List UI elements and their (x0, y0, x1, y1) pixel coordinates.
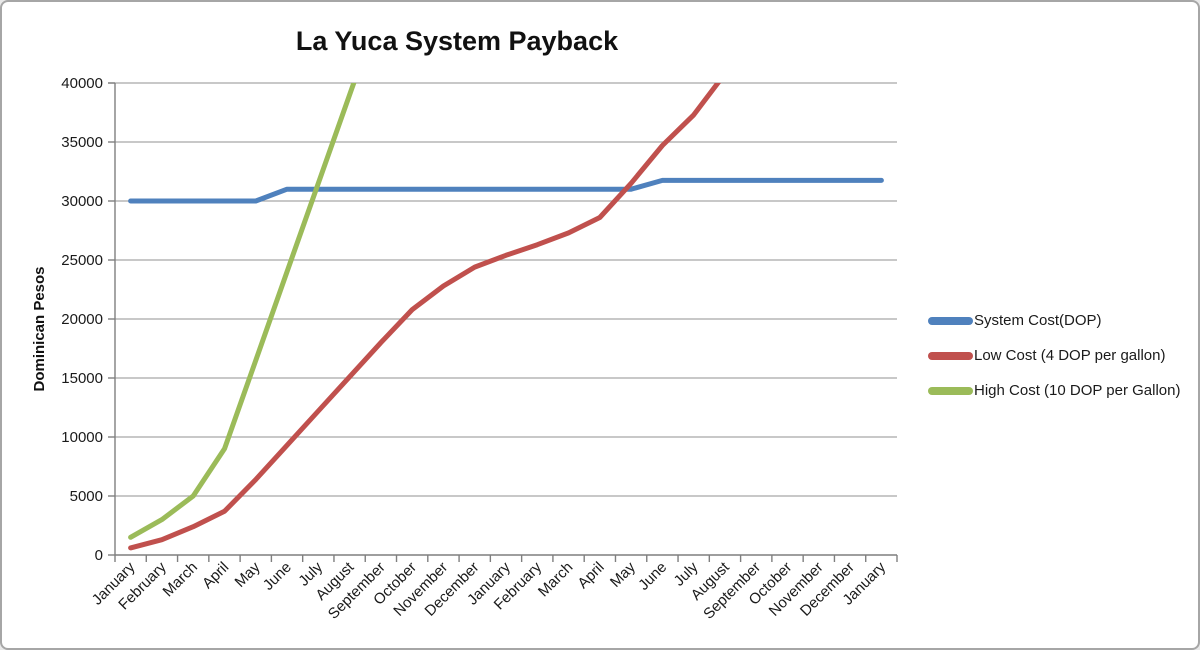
y-tick-label: 35000 (61, 134, 103, 151)
legend-item-system-cost: System Cost(DOP) (928, 303, 1180, 338)
legend-label-low-cost: Low Cost (4 DOP per gallon) (974, 347, 1166, 364)
legend-swatch-low-cost-icon (928, 351, 973, 360)
x-tick-label: May (607, 558, 639, 590)
y-tick-label: 20000 (61, 311, 103, 328)
legend-item-high-cost: High Cost (10 DOP per Gallon) (928, 373, 1180, 408)
x-tick-label: March (160, 559, 201, 600)
x-tick-label: May (232, 558, 264, 590)
x-tick-label: March (535, 559, 576, 600)
legend-label-system-cost: System Cost(DOP) (974, 312, 1102, 329)
series-line-high-cost-10-dop-per-gallon (128, 83, 357, 540)
y-tick-label: 25000 (61, 252, 103, 269)
y-axis-title: Dominican Pesos (31, 266, 48, 391)
y-tick-label: 0 (95, 547, 103, 564)
x-tick-label: April (574, 559, 607, 592)
y-tick-label: 40000 (61, 75, 103, 92)
series-line-low-cost-4-dop-per-gallon (128, 83, 722, 551)
x-tick-label: April (199, 559, 232, 592)
legend-swatch-high-cost-icon (928, 386, 973, 395)
series-line-system-cost-dop (128, 177, 884, 204)
legend-label-high-cost: High Cost (10 DOP per Gallon) (974, 382, 1181, 399)
y-tick-label: 5000 (70, 488, 103, 505)
y-tick-label: 10000 (61, 429, 103, 446)
legend-swatch-system-cost-icon (928, 316, 973, 325)
chart-title: La Yuca System Payback (295, 26, 619, 56)
legend-item-low-cost: Low Cost (4 DOP per gallon) (928, 338, 1180, 373)
legend: System Cost(DOP) Low Cost (4 DOP per gal… (928, 303, 1180, 408)
y-tick-label: 15000 (61, 370, 103, 387)
x-tick-label: June (260, 559, 295, 594)
y-tick-label: 30000 (61, 193, 103, 210)
x-tick-label: June (635, 559, 670, 594)
